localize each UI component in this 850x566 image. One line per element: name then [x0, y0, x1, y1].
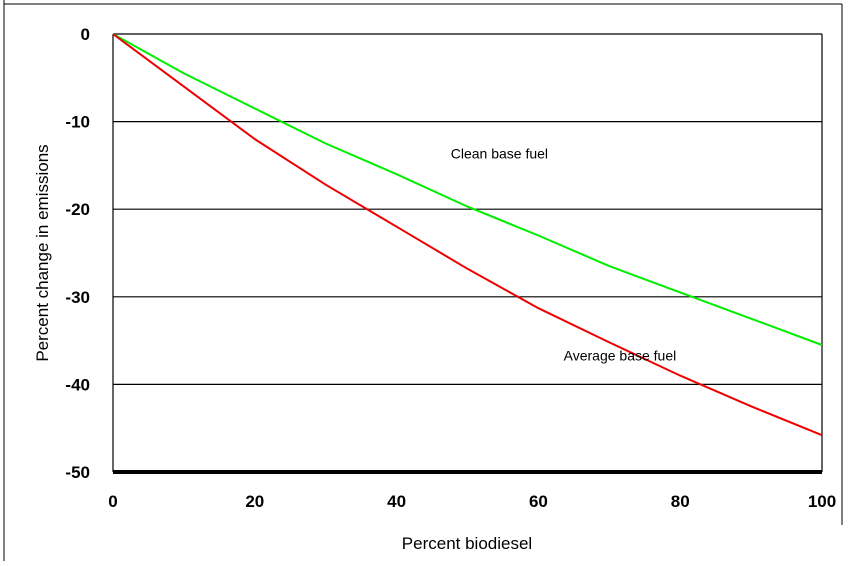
- x-tick-label: 100: [808, 492, 836, 511]
- x-tick-label: 80: [671, 492, 690, 511]
- y-tick-label: -30: [65, 288, 90, 307]
- x-tick-label: 0: [108, 492, 117, 511]
- x-tick-label: 40: [387, 492, 406, 511]
- y-tick-label: -10: [65, 113, 90, 132]
- y-tick-labels: 0 -10 -20 -30 -40 -50: [65, 25, 90, 482]
- series-line-clean-base-fuel: [112, 33, 823, 346]
- series-annotation: Average base fuel: [564, 348, 677, 364]
- series-line-average-base-fuel: [112, 33, 823, 437]
- series-lines: [112, 33, 823, 437]
- y-axis-title: Percent change in emissions: [33, 144, 52, 361]
- annotations: Clean base fuel Average base fuel: [451, 145, 676, 363]
- y-tick-label: -50: [65, 463, 90, 482]
- x-tick-labels: 0 20 40 60 80 100: [108, 492, 836, 511]
- y-tick-label: 0: [81, 25, 90, 44]
- y-tick-label: -40: [65, 375, 90, 394]
- series-annotation: Clean base fuel: [451, 145, 548, 161]
- x-tick-label: 60: [529, 492, 548, 511]
- x-tick-label: 20: [245, 492, 264, 511]
- x-axis-title: Percent biodiesel: [402, 534, 532, 553]
- y-tick-label: -20: [65, 200, 90, 219]
- plot-area: [112, 33, 823, 474]
